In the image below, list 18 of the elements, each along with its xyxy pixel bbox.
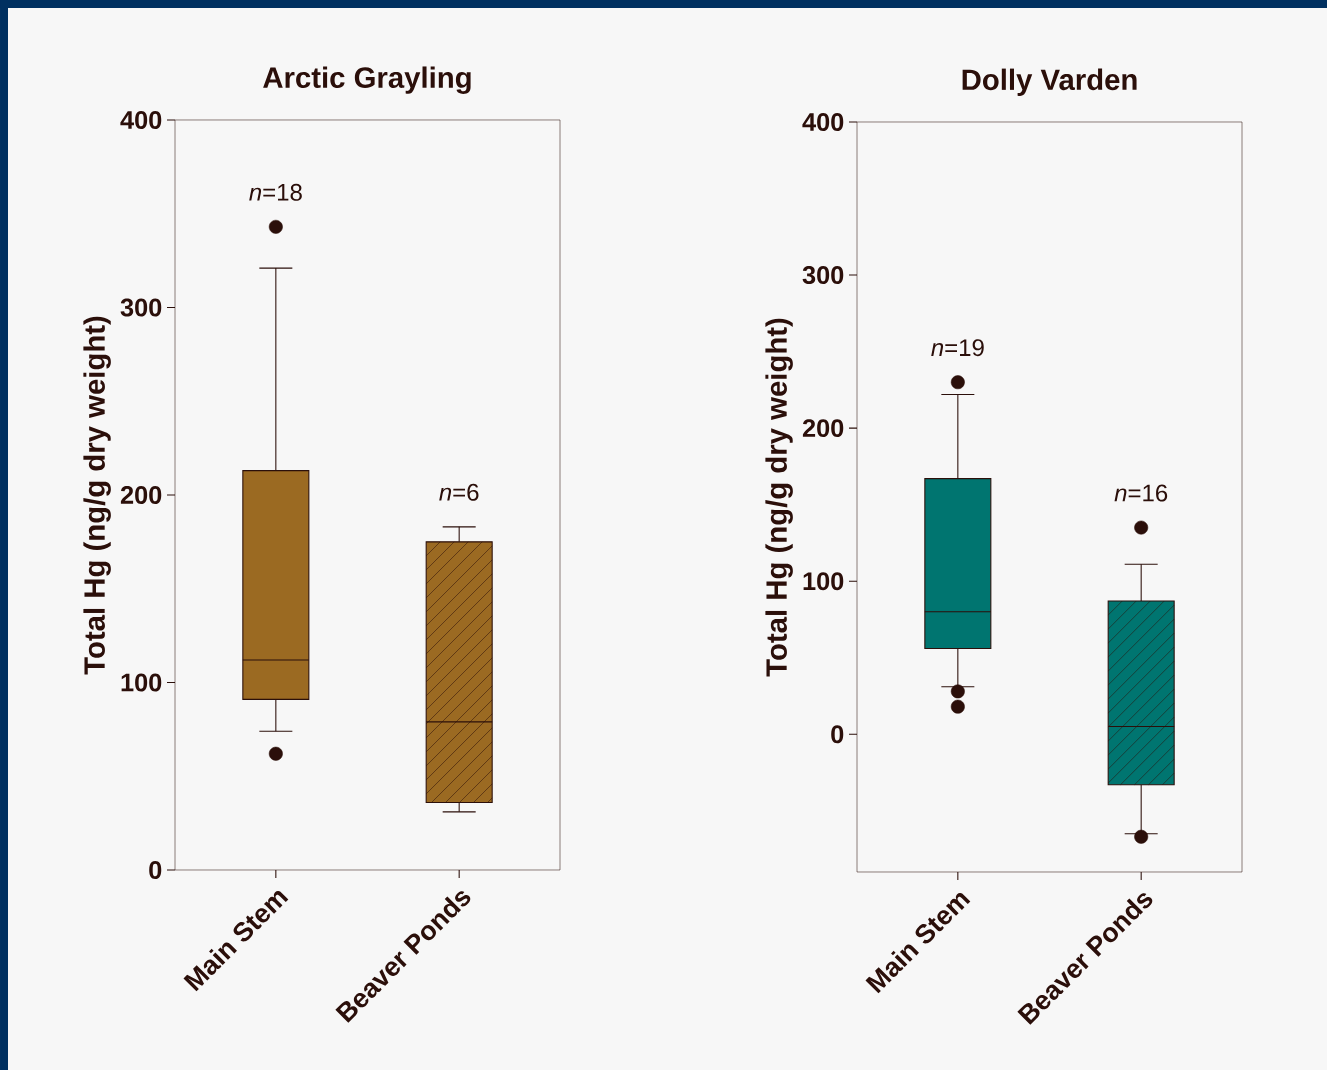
y-tick-label: 300 [120,298,162,317]
y-axis-title: Total Hg (ng/g dry weight) [765,318,793,677]
y-tick-label: 200 [120,486,162,504]
y-tick-label: 200 [802,419,844,438]
annotation: n=6 [439,483,479,501]
y-tick-label: 100 [121,673,162,692]
y-axis-title: Total Hg (ng/g dry weight) [83,316,111,675]
y-tick-label: 400 [802,113,844,131]
y-tick-label: 0 [149,861,162,879]
annotation: n=19 [931,339,984,357]
annotation: n=18 [249,183,302,201]
chart-title: Dolly Varden [962,68,1137,96]
y-tick-label: 400 [120,111,162,129]
y-tick-label: 0 [831,725,844,744]
chart-title: Arctic Grayling [263,66,471,94]
y-tick-label: 100 [803,572,844,591]
annotation: n=16 [1114,484,1168,502]
y-tick-label: 300 [802,266,844,285]
